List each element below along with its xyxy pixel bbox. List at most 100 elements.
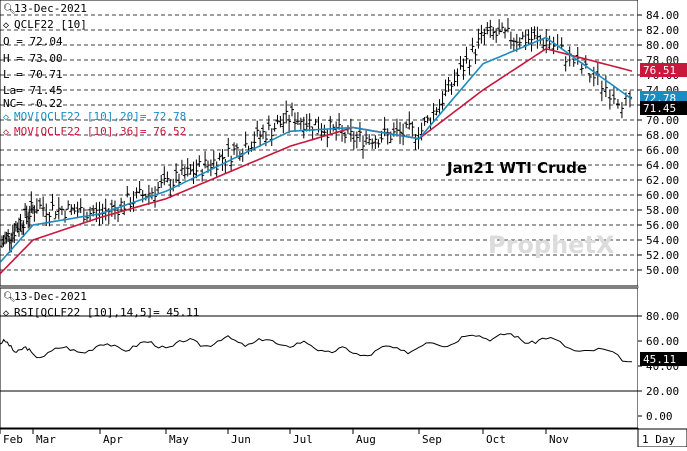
ohlc-bar	[295, 111, 300, 126]
ohlc-bar	[88, 206, 93, 222]
time-tick-label: Sep	[422, 433, 442, 446]
ohlc-bar	[587, 73, 592, 83]
ohlc-bar	[38, 197, 43, 210]
open-value: O = 72.04	[3, 35, 63, 48]
ohlc-bar	[370, 138, 375, 149]
ohlc-bar	[357, 121, 362, 142]
ohlc-bar	[563, 56, 568, 72]
rsi-magnifier-icon[interactable]: 🔍︎	[3, 291, 16, 303]
ohlc-bar	[461, 58, 466, 80]
ohlc-bar	[116, 207, 121, 223]
price-tick-label: 52.00	[646, 249, 679, 262]
ohlc-bar	[252, 131, 257, 150]
ohlc-bar	[122, 200, 127, 216]
ohlc-bar	[214, 161, 219, 177]
rsi-line	[0, 333, 633, 363]
time-axis[interactable]: Feb Mar Apr May Jun Jul Aug Sep Oct Nov	[0, 428, 638, 447]
ohlc-bar	[361, 135, 366, 159]
ohlc-bar	[476, 28, 481, 49]
ohlc-bar	[488, 19, 493, 38]
ohlc-bar	[591, 66, 596, 87]
ohlc-bar	[153, 186, 158, 208]
time-tick-label: Feb	[3, 433, 23, 446]
rsi-tick-label: 80.00	[646, 310, 679, 323]
ohlc-bar	[494, 28, 499, 43]
header-date: 13-Dec-2021	[14, 2, 87, 15]
interval-label: 1 Day	[642, 433, 675, 446]
ohlc-bar	[140, 190, 145, 203]
ohlc-bar	[255, 120, 260, 137]
ohlc-bar	[18, 213, 23, 232]
ohlc-bar	[452, 69, 457, 87]
ohlc-bar	[434, 107, 439, 116]
ohlc-bar	[281, 112, 286, 134]
price-axis[interactable]: 84.0082.0080.0078.0076.0074.0072.0070.00…	[638, 0, 687, 286]
ohlc-bar	[511, 37, 516, 52]
ohlc-bar	[191, 161, 196, 184]
ma36-price-tag-text: 76.51	[643, 64, 676, 77]
ohlc-bar	[234, 143, 239, 158]
ohlc-bar	[226, 137, 231, 157]
ohlc-bar	[229, 155, 234, 171]
ohlc-bar	[603, 75, 608, 98]
ohlc-bar	[446, 77, 451, 92]
ohlc-bar	[571, 58, 576, 67]
ohlc-bar	[278, 115, 283, 128]
ohlc-bar	[455, 68, 460, 87]
time-tick-label: May	[169, 433, 189, 446]
ohlc-bar	[467, 59, 472, 75]
price-tick-label: 68.00	[646, 129, 679, 142]
price-panel[interactable]: ProphetX Jan21 WTI Crude 🔍︎ 13-Dec-2021 …	[0, 0, 639, 287]
ohlc-bar	[517, 37, 522, 50]
time-tick-label: Nov	[549, 433, 569, 446]
ohlc-bar	[125, 185, 130, 198]
ohlc-bar	[272, 122, 277, 132]
ohlc-bar	[174, 163, 179, 183]
ohlc-bar	[547, 35, 552, 50]
price-legend: 🔍︎ 13-Dec-2021 ◇ QCLF22 [10] O = 72.04 H…	[3, 2, 186, 138]
last-price-tag-text: 71.45	[643, 102, 676, 115]
ma20-label: MOV[QCLF22 [10],20]= 72.78	[14, 110, 186, 123]
ohlc-bar	[404, 121, 409, 129]
time-tick-label: Oct	[486, 433, 506, 446]
ohlc-bar	[292, 112, 297, 132]
rsi-panel[interactable]: 🔍︎ 13-Dec-2021 ◇ RSI[QCLF22 [10],14,5]= …	[0, 287, 639, 429]
ohlc-bar	[491, 27, 496, 40]
magnifier-icon[interactable]: 🔍︎	[3, 3, 16, 15]
ohlc-bar	[6, 229, 11, 243]
ohlc-bar	[410, 121, 415, 137]
price-tick-label: 66.00	[646, 144, 679, 157]
ma20-price-tag	[640, 91, 687, 104]
ohlc-bar	[482, 28, 487, 45]
price-tick-label: 50.00	[646, 264, 679, 277]
ohlc-bar	[615, 98, 620, 109]
ohlc-bar	[12, 223, 17, 244]
ohlc-bar	[41, 196, 46, 217]
ohlc-bar	[354, 131, 359, 149]
ohlc-bar	[78, 198, 83, 214]
ohlc-bar	[34, 198, 39, 214]
ohlc-bar	[449, 82, 454, 95]
ohlc-bar	[200, 168, 205, 182]
rsi-value-tag	[640, 352, 687, 366]
ohlc-bar	[508, 31, 513, 49]
rsi-value-tag-text: 45.11	[643, 353, 676, 366]
ohlc-bar	[407, 111, 412, 130]
ohlc-bar	[500, 22, 505, 33]
ohlc-bar	[485, 22, 490, 35]
interval-box[interactable]: 1 Day	[637, 428, 687, 448]
ohlc-bar	[526, 29, 531, 46]
ma36-label: MOV[QCLF22 [10],36]= 76.52	[14, 125, 186, 138]
ohlc-bar	[290, 102, 294, 117]
ohlc-bar	[185, 158, 190, 177]
rsi-tick-label: 20.00	[646, 385, 679, 398]
price-tick-label: 60.00	[646, 189, 679, 202]
ohlc-bar	[342, 131, 347, 144]
price-tick-label: 56.00	[646, 219, 679, 232]
ohlc-bar	[619, 102, 624, 119]
last-value: La= 71.45	[3, 84, 63, 97]
price-grid	[0, 14, 638, 271]
ohlc-bar	[159, 174, 164, 188]
ohlc-bar	[156, 181, 161, 194]
